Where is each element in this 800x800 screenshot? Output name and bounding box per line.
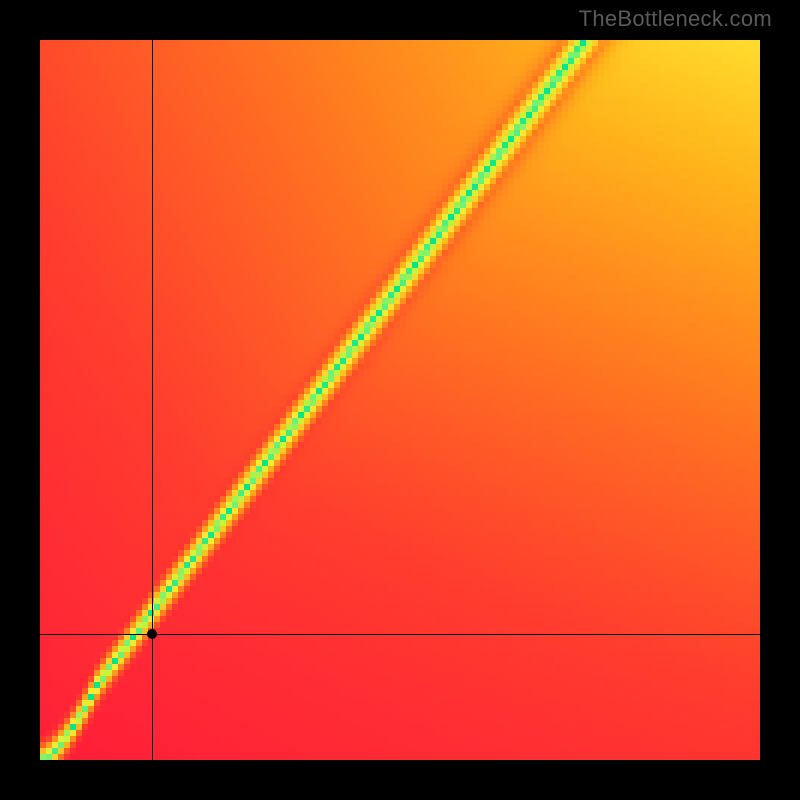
heatmap-canvas — [40, 40, 760, 760]
watermark-text: TheBottleneck.com — [579, 6, 772, 32]
plot-area — [40, 40, 760, 760]
data-point-marker — [147, 629, 157, 639]
crosshair-vertical — [152, 40, 153, 760]
